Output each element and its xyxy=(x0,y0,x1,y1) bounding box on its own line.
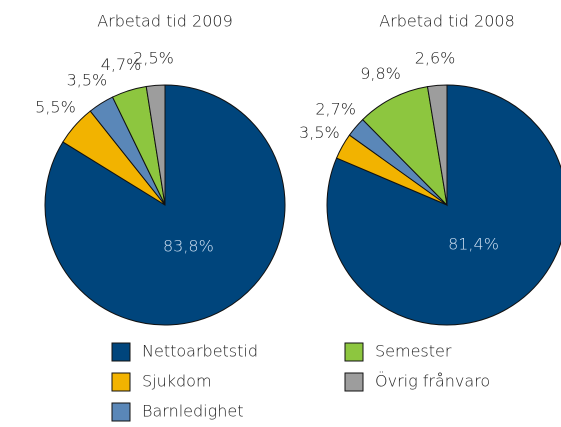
legend-swatch xyxy=(344,372,364,392)
data-label: 81,4% xyxy=(448,235,499,254)
legend-swatch xyxy=(111,342,131,362)
chart-title: Arbetad tid 2009 xyxy=(97,12,233,31)
data-label: 83,8% xyxy=(163,236,214,255)
legend-label: Semester xyxy=(375,342,452,361)
data-label: 3,5% xyxy=(67,71,108,90)
legend-label: Övrig frånvaro xyxy=(375,372,490,391)
data-label: 4,7% xyxy=(101,55,142,74)
legend-label: Sjukdom xyxy=(142,372,212,391)
legend-label: Nettoarbetstid xyxy=(142,342,258,361)
legend-swatch xyxy=(111,402,131,422)
pie-slice xyxy=(426,84,448,206)
legend-swatch xyxy=(111,372,131,392)
data-label: 2,7% xyxy=(315,99,356,118)
chart-title: Arbetad tid 2008 xyxy=(379,12,515,31)
data-label: 2,6% xyxy=(415,49,456,68)
pie-slice xyxy=(145,84,166,206)
data-label: 9,8% xyxy=(360,64,401,83)
legend-swatch xyxy=(344,342,364,362)
pie-slice xyxy=(361,86,448,207)
data-label: 2,5% xyxy=(133,49,174,68)
legend-label: Barnledighet xyxy=(142,402,243,421)
data-label: 3,5% xyxy=(299,123,340,142)
pie-slice xyxy=(326,84,561,326)
data-label: 5,5% xyxy=(35,97,76,116)
